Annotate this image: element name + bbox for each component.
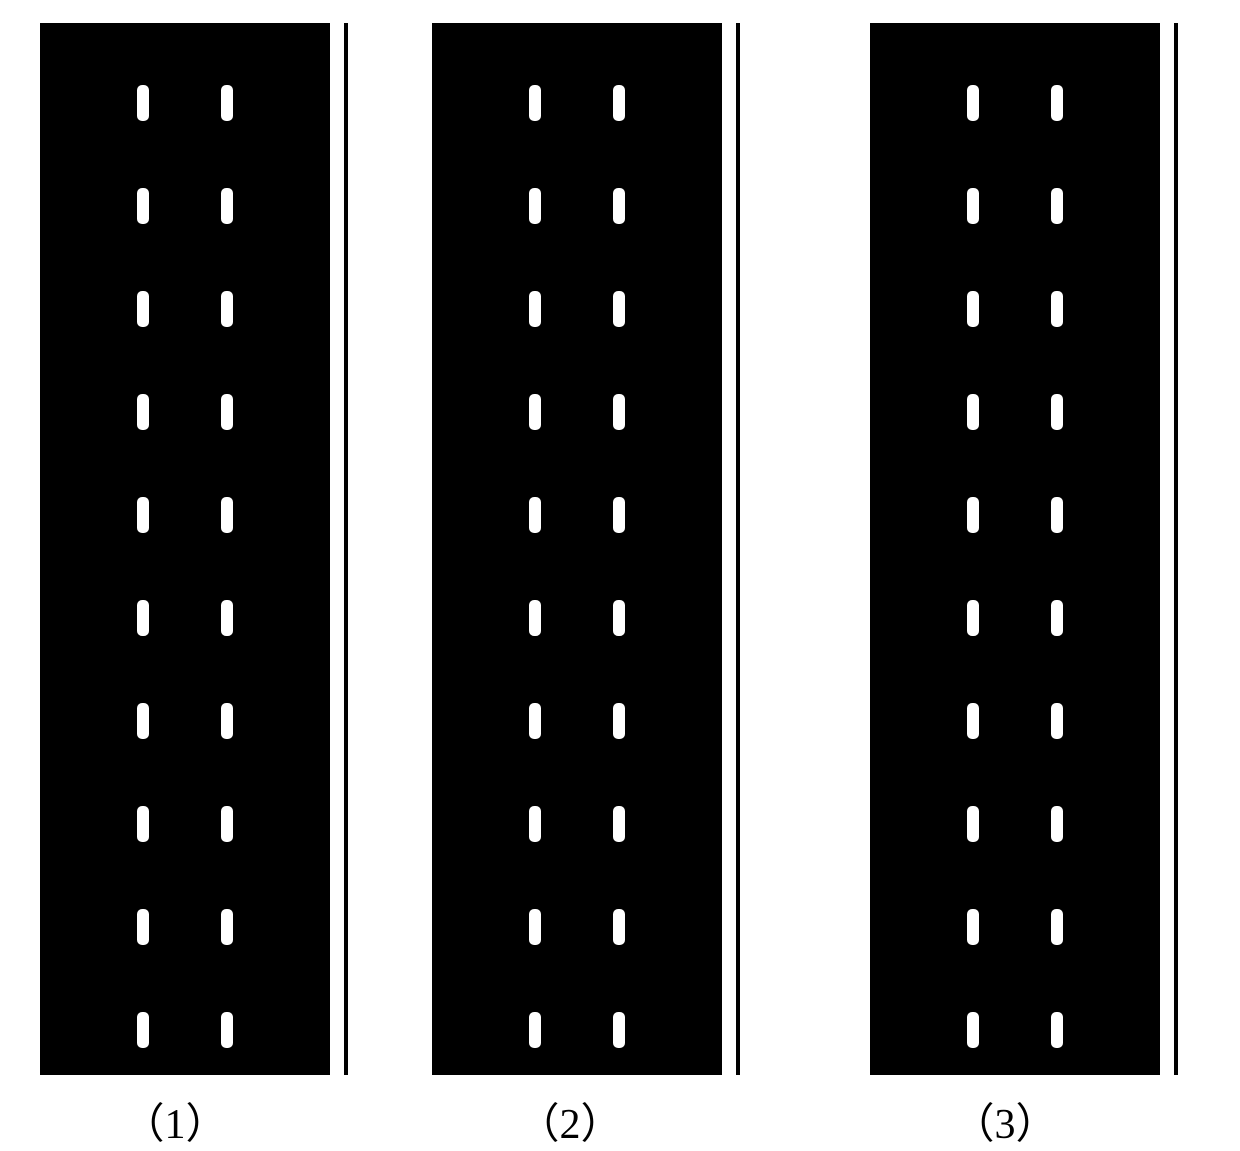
lane-dash	[613, 291, 625, 327]
lane-dash	[613, 703, 625, 739]
lane-dash	[137, 703, 149, 739]
lane-dash	[967, 394, 979, 430]
lane-dash	[613, 909, 625, 945]
lane-dash	[613, 1012, 625, 1048]
panel-2-label: （2）	[517, 1090, 622, 1151]
lane-dash	[529, 909, 541, 945]
panel-2	[432, 23, 722, 1075]
lane-dash	[529, 85, 541, 121]
lane-dash	[137, 909, 149, 945]
lane-dash	[137, 291, 149, 327]
lane-dash	[529, 394, 541, 430]
lane-dash	[1051, 703, 1063, 739]
lane-dash	[529, 703, 541, 739]
lane-dash	[613, 497, 625, 533]
lane-dash	[221, 909, 233, 945]
lane-dash	[221, 497, 233, 533]
lane-dash	[967, 85, 979, 121]
lane-dash	[529, 291, 541, 327]
panel-1-side-line	[344, 23, 348, 1075]
lane-dash	[221, 600, 233, 636]
panel-1	[40, 23, 330, 1075]
lane-dash	[613, 394, 625, 430]
lane-dash	[221, 188, 233, 224]
lane-dash	[1051, 600, 1063, 636]
lane-dash	[529, 1012, 541, 1048]
lane-dash	[967, 909, 979, 945]
lane-dash	[529, 497, 541, 533]
lane-dash	[1051, 497, 1063, 533]
lane-dash	[137, 806, 149, 842]
lane-dash	[967, 703, 979, 739]
lane-dash	[221, 85, 233, 121]
lane-dash	[221, 806, 233, 842]
lane-dash	[967, 806, 979, 842]
lane-dash	[529, 806, 541, 842]
lane-dash	[1051, 1012, 1063, 1048]
lane-dash	[1051, 806, 1063, 842]
lane-dash	[613, 85, 625, 121]
lane-dash	[967, 600, 979, 636]
panel-3-side-line	[1174, 23, 1178, 1075]
panel-3-label: （3）	[952, 1090, 1057, 1151]
lane-dash	[529, 188, 541, 224]
lane-dash	[967, 1012, 979, 1048]
lane-dash	[1051, 85, 1063, 121]
lane-dash	[613, 188, 625, 224]
lane-dash	[1051, 394, 1063, 430]
lane-dash	[221, 394, 233, 430]
lane-dash	[137, 600, 149, 636]
lane-dash	[967, 188, 979, 224]
lane-dash	[221, 291, 233, 327]
lane-dash	[613, 806, 625, 842]
lane-dash	[137, 497, 149, 533]
lane-dash	[137, 394, 149, 430]
lane-dash	[1051, 909, 1063, 945]
panel-1-label: （1）	[122, 1090, 227, 1151]
lane-dash	[137, 1012, 149, 1048]
lane-dash	[967, 497, 979, 533]
lane-dash	[1051, 188, 1063, 224]
lane-dash	[221, 1012, 233, 1048]
lane-dash	[613, 600, 625, 636]
panel-2-side-line	[736, 23, 740, 1075]
lane-dash	[137, 188, 149, 224]
panel-3	[870, 23, 1160, 1075]
lane-dash	[967, 291, 979, 327]
lane-dash	[137, 85, 149, 121]
lane-dash	[1051, 291, 1063, 327]
lane-dash	[529, 600, 541, 636]
lane-dash	[221, 703, 233, 739]
